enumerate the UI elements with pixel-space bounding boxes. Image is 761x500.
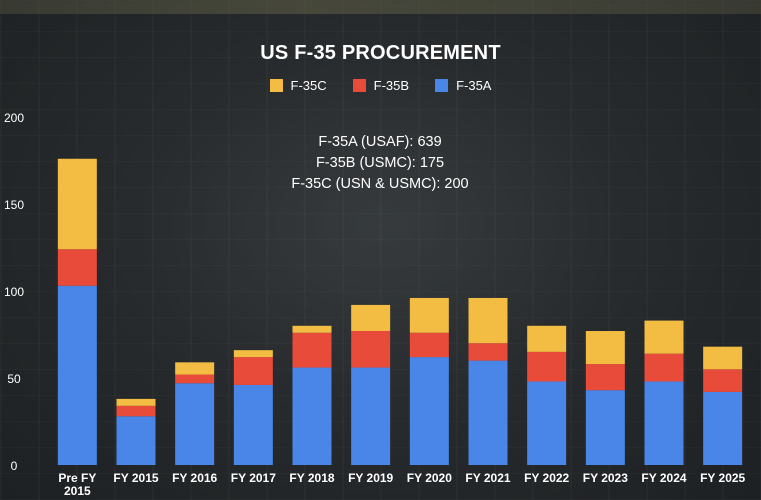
bar-f-35c-fy-2023: [585, 331, 625, 365]
legend-label-f35b: F-35B: [373, 78, 410, 93]
bar-f-35a-fy-2023: [585, 390, 625, 465]
bar-f-35c-fy-2024: [644, 320, 684, 354]
x-tick-label-fy-2021: FY 2021: [465, 471, 510, 485]
x-tick-label-fy-2017: FY 2017: [231, 471, 276, 485]
bar-f-35c-fy-2025: [703, 346, 743, 370]
x-tick-label-fy-2015: FY 2015: [113, 471, 158, 485]
bar-f-35c-fy-2015: [116, 398, 156, 406]
bar-f-35b-fy-2017: [233, 357, 273, 385]
x-tick-label-pre-fy-2015: Pre FY 2015: [58, 471, 96, 498]
bar-f-35a-fy-2016: [175, 383, 215, 465]
bar-f-35a-fy-2022: [527, 381, 567, 465]
x-tick-label-fy-2022: FY 2022: [524, 471, 569, 485]
bar-f-35a-fy-2021: [468, 360, 508, 465]
hangar-roof-beam: [0, 0, 761, 14]
bar-f-35c-fy-2016: [175, 362, 215, 375]
y-tick-label-150: 150: [4, 198, 24, 212]
legend-swatch-f35a: [435, 79, 449, 92]
bar-f-35b-fy-2025: [703, 369, 743, 392]
annotation-f35b-total: F-35B (USMC): 175: [315, 155, 445, 171]
legend-label-f35c: F-35C: [290, 78, 327, 93]
legend-item-f35a: F-35A: [435, 78, 491, 93]
annotation-f35a-total: F-35A (USAF): 639: [318, 134, 442, 150]
totals-annotation: F-35A (USAF): 639 F-35B (USMC): 175 F-35…: [250, 132, 510, 195]
chart-title: US F-35 PROCUREMENT: [260, 42, 501, 64]
y-tick-label-0: 0: [11, 459, 18, 473]
legend-item-f35c: F-35C: [269, 78, 327, 93]
legend-label-f35a: F-35A: [456, 78, 492, 93]
annotation-f35c-total: F-35C (USN & USMC): 200: [291, 176, 469, 192]
legend-swatch-f35c: [269, 79, 283, 92]
bar-f-35a-pre-fy-2015: [57, 285, 97, 465]
x-tick-label-fy-2025: FY 2025: [700, 471, 745, 485]
bar-f-35c-fy-2019: [351, 304, 391, 332]
bar-f-35b-fy-2015: [116, 405, 156, 417]
bar-f-35b-fy-2018: [292, 332, 332, 368]
bar-f-35b-fy-2024: [644, 353, 684, 382]
bar-f-35b-fy-2020: [409, 332, 449, 358]
bar-f-35b-fy-2016: [175, 374, 215, 384]
bar-f-35a-fy-2015: [116, 416, 156, 465]
legend-item-f35b: F-35B: [352, 78, 410, 93]
bar-f-35b-pre-fy-2015: [57, 249, 97, 286]
bar-f-35a-fy-2024: [644, 381, 684, 465]
bar-f-35c-fy-2017: [233, 350, 273, 358]
bar-f-35b-fy-2019: [351, 331, 391, 368]
bar-f-35a-fy-2019: [351, 367, 391, 465]
bar-f-35a-fy-2017: [233, 384, 273, 465]
bar-f-35a-fy-2020: [409, 357, 449, 465]
x-tick-label-fy-2020: FY 2020: [407, 471, 452, 485]
bar-f-35b-fy-2021: [468, 343, 508, 361]
legend-swatch-f35b: [352, 79, 366, 92]
x-tick-label-fy-2019: FY 2019: [348, 471, 393, 485]
y-tick-label-200: 200: [4, 111, 24, 125]
bar-f-35b-fy-2022: [527, 351, 567, 382]
y-tick-label-50: 50: [7, 372, 21, 386]
x-tick-label-fy-2018: FY 2018: [289, 471, 334, 485]
bar-f-35a-fy-2018: [292, 367, 332, 465]
bar-f-35c-fy-2022: [527, 325, 567, 352]
bar-f-35c-fy-2021: [468, 297, 508, 344]
y-tick-label-100: 100: [4, 285, 24, 299]
bar-f-35a-fy-2025: [703, 391, 743, 465]
bar-f-35c-fy-2020: [409, 297, 449, 333]
bar-f-35c-fy-2018: [292, 325, 332, 333]
x-tick-label-fy-2016: FY 2016: [172, 471, 217, 485]
chart-legend: F-35C F-35B F-35A: [0, 78, 761, 93]
bar-f-35c-pre-fy-2015: [57, 158, 97, 250]
x-tick-label-fy-2023: FY 2023: [583, 471, 628, 485]
bar-f-35b-fy-2023: [585, 364, 625, 391]
x-tick-label-fy-2024: FY 2024: [641, 471, 686, 485]
